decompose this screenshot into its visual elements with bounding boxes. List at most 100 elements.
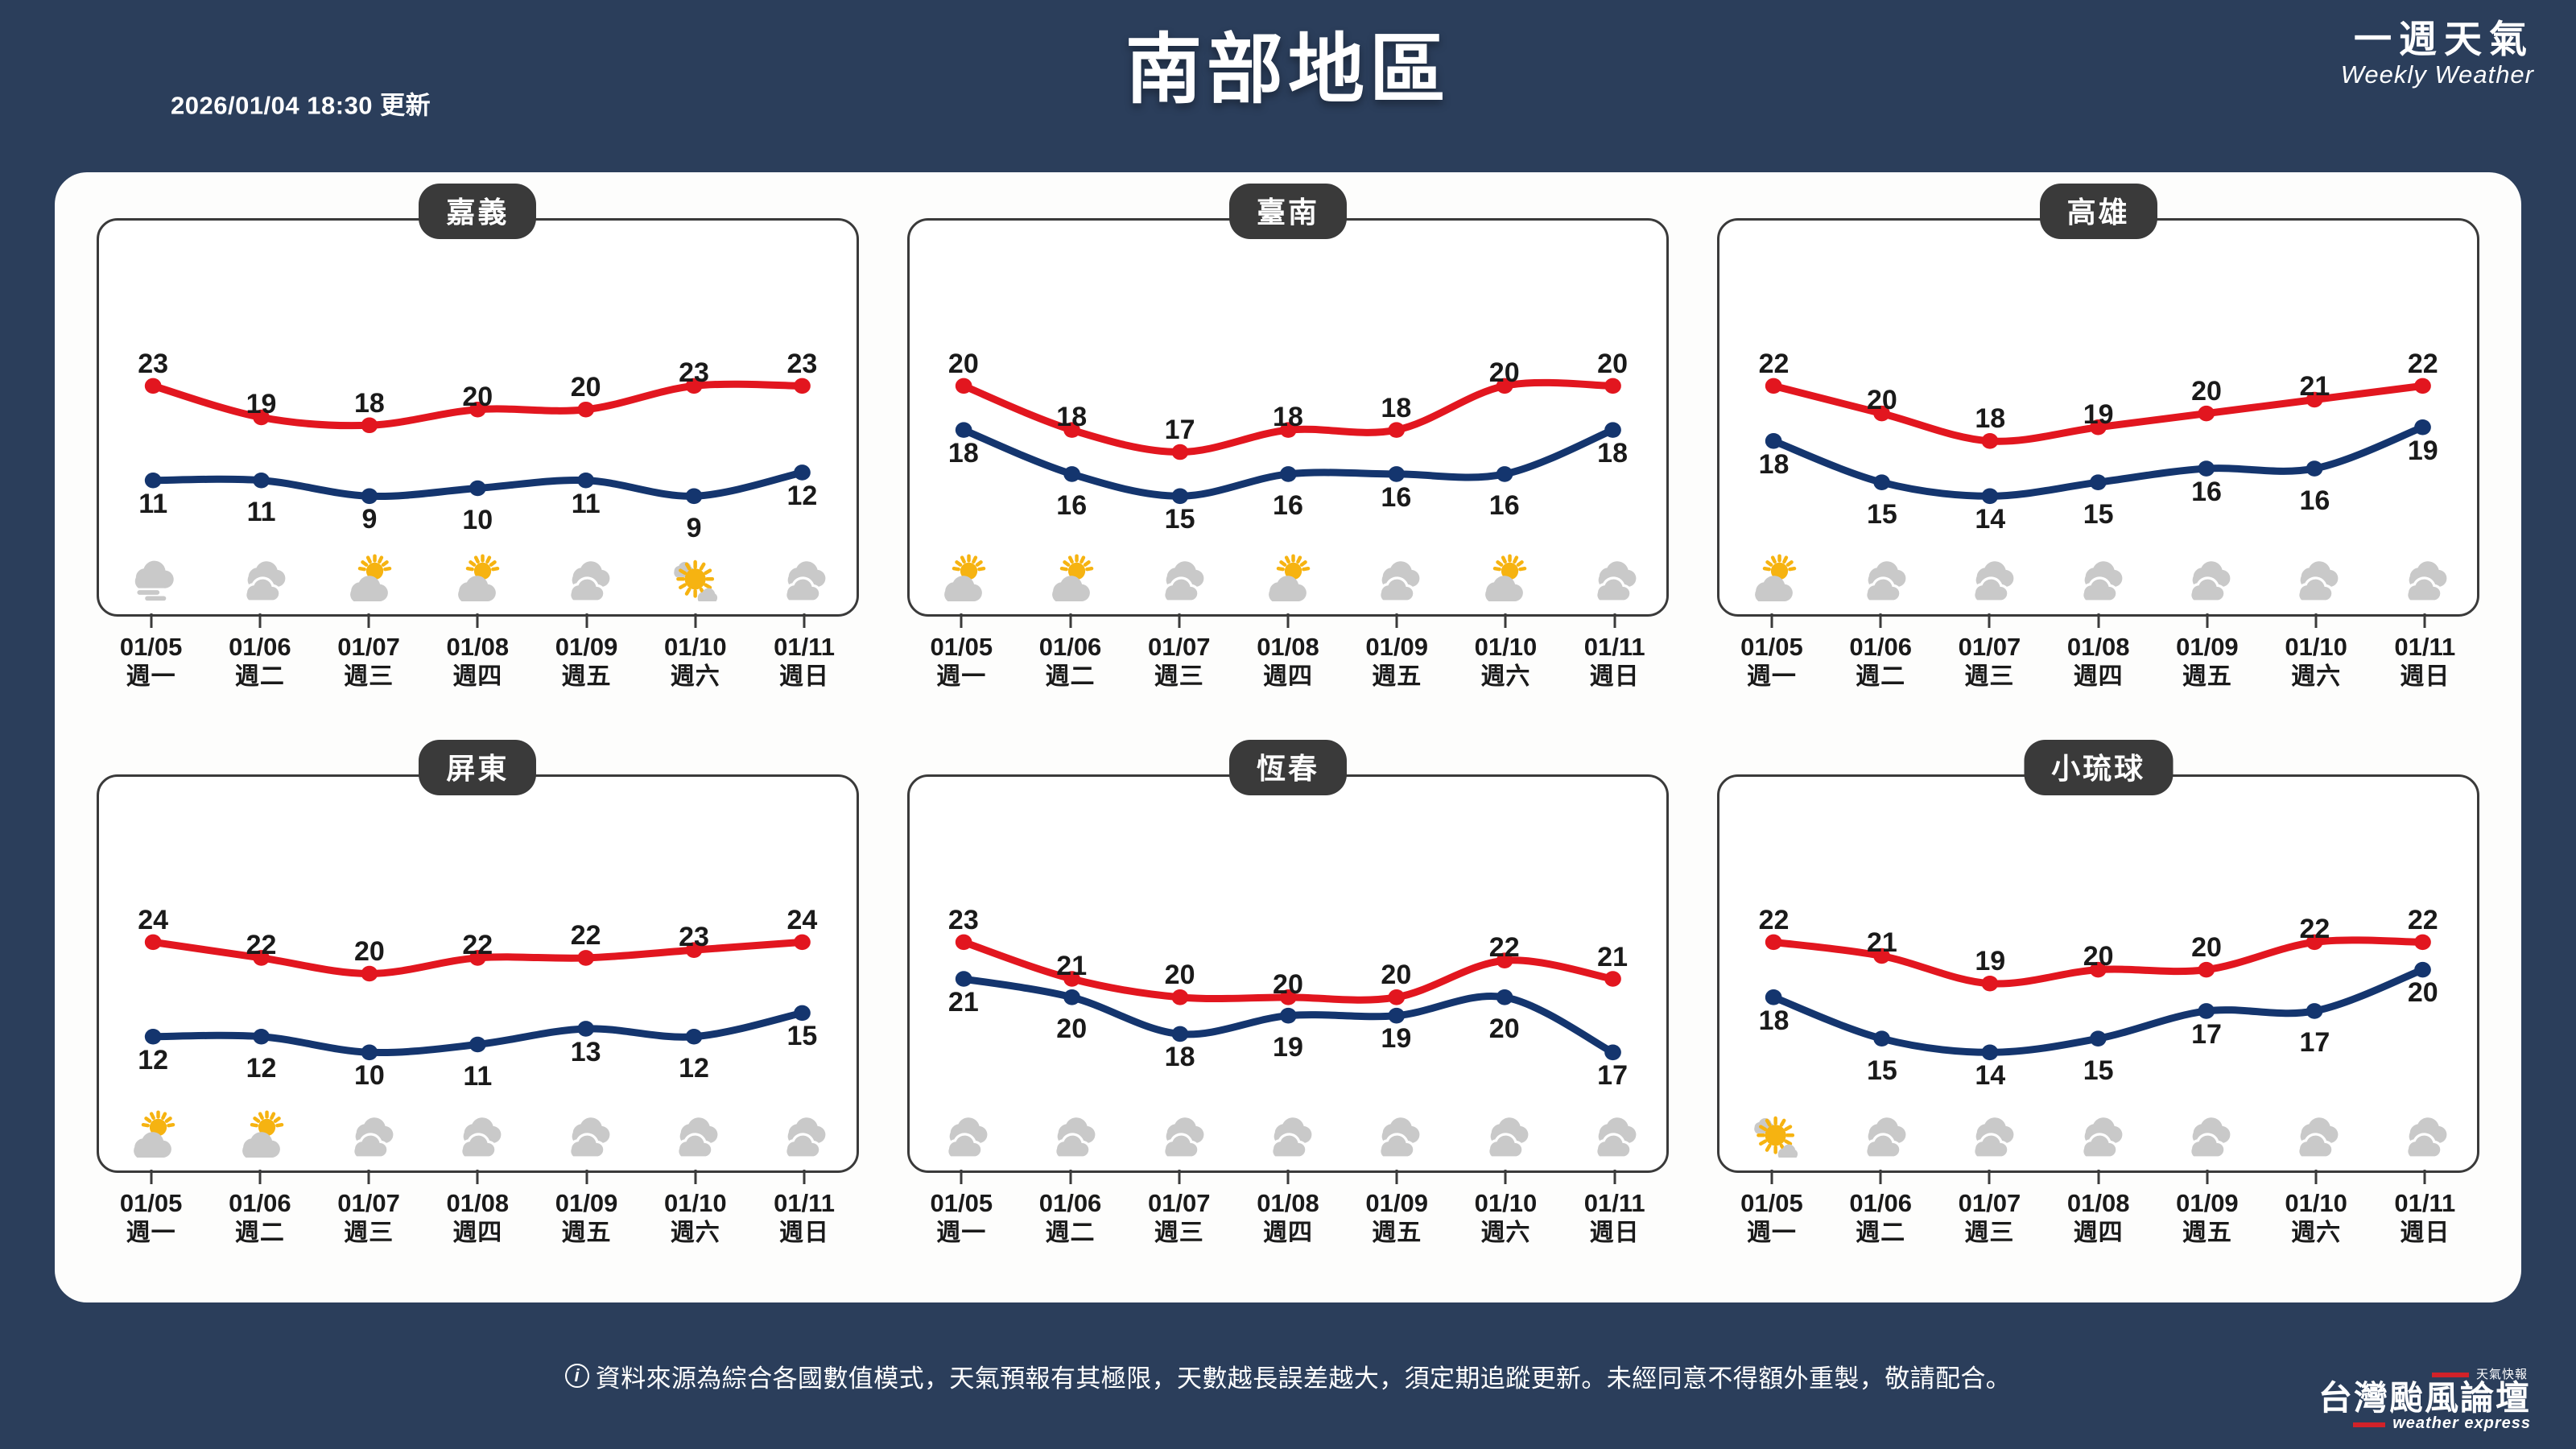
- axis-tick-mark: [258, 1170, 262, 1184]
- axis-tick-mark: [803, 613, 806, 628]
- axis-date-label: 01/11: [2394, 1189, 2456, 1217]
- low-temp-label: 20: [2407, 977, 2438, 1009]
- cloudy-icon: [1474, 1108, 1535, 1158]
- city-chart-5: 恆春 23 21 21 20 20 18 20 19 20 19 22 20 21 17 01/05 週一 01…: [883, 738, 1694, 1294]
- axis-weekday-label: 週三: [1154, 663, 1204, 690]
- low-temp-label: 9: [361, 504, 378, 535]
- high-temp-label: 21: [1597, 941, 1629, 972]
- city-name-badge[interactable]: 屏東: [419, 740, 537, 795]
- axis-tick-mark: [803, 1170, 806, 1184]
- axis-tick-group: 01/10 週六: [1451, 1170, 1560, 1250]
- axis-weekday-label: 週四: [2073, 663, 2124, 690]
- day-column: 22 17: [2260, 777, 2368, 1170]
- axis-weekday-label: 週二: [1856, 1219, 1906, 1246]
- city-name-badge[interactable]: 小琉球: [2024, 740, 2174, 795]
- axis-tick-group: 01/05 週一: [907, 1170, 1016, 1250]
- day-columns: 23 11 19 11 18 9 20 10 20 11 23 9 23 12: [99, 221, 857, 614]
- axis-weekday-label: 週六: [670, 663, 720, 690]
- low-temp-label: 17: [2299, 1027, 2330, 1059]
- axis-tick-group: 01/07 週三: [1935, 613, 2044, 694]
- axis-tick-group: 01/11 週日: [749, 1170, 858, 1250]
- axis-tick-mark: [1879, 613, 1882, 628]
- axis-tick-group: 01/05 週一: [97, 1170, 205, 1250]
- axis-weekday-label: 週二: [234, 663, 285, 690]
- axis-tick-group: 01/08 週四: [2044, 613, 2153, 694]
- axis-tick-group: 01/08 週四: [2044, 1170, 2153, 1250]
- low-temp-label: 12: [786, 480, 818, 511]
- low-temp-label: 10: [354, 1060, 385, 1092]
- day-column: 18 16: [1018, 221, 1125, 614]
- cloudy-icon: [771, 551, 832, 601]
- chart-card: 24 12 22 12 20 10 22 11 22 13 23 12 24 15: [97, 774, 859, 1173]
- low-temp-label: 16: [2299, 485, 2330, 516]
- high-temp-label: 18: [1975, 403, 2006, 435]
- axis-date-label: 01/06: [1849, 1189, 1912, 1217]
- axis-weekday-label: 週五: [2182, 1219, 2232, 1246]
- axis-tick-mark: [1395, 613, 1398, 628]
- high-temp-label: 22: [246, 929, 277, 960]
- high-temp-label: 18: [1273, 401, 1303, 432]
- date-axis: 01/05 週一 01/06 週二 01/07 週三 01/08 週四 01/09 週五 01/10…: [907, 613, 1670, 694]
- high-temp-label: 21: [1056, 950, 1088, 981]
- high-temp-label: 23: [786, 348, 818, 379]
- axis-tick-mark: [1504, 613, 1507, 628]
- high-temp-label: 20: [462, 381, 493, 412]
- info-icon: i: [564, 1364, 589, 1388]
- axis-tick-mark: [258, 613, 262, 628]
- axis-date-label: 01/07: [337, 633, 400, 661]
- cloudy-icon: [1959, 1108, 2021, 1158]
- axis-tick-mark: [1178, 613, 1181, 628]
- low-temp-label: 12: [246, 1053, 277, 1084]
- high-temp-label: 22: [2407, 348, 2438, 379]
- chart-card: 20 18 18 16 17 15 18 16 18 16 20 16 20 18: [906, 218, 1670, 617]
- day-columns: 22 18 20 15 18 14 19 15 20 16 21 16 22 19: [1719, 221, 2477, 614]
- city-name-badge[interactable]: 臺南: [1228, 184, 1347, 239]
- axis-tick-group: 01/10 週六: [2262, 613, 2371, 694]
- high-temp-label: 21: [1866, 927, 1897, 959]
- axis-tick-group: 01/06 週二: [1016, 1170, 1125, 1250]
- axis-tick-group: 01/08 週四: [1233, 1170, 1342, 1250]
- day-column: 17 15: [1125, 221, 1233, 614]
- axis-tick-group: 01/06 週二: [1016, 613, 1125, 694]
- axis-date-label: 01/05: [1740, 633, 1803, 661]
- high-temp-label: 22: [570, 920, 601, 952]
- day-column: 22 12: [207, 777, 315, 1170]
- day-column: 22 18: [1719, 221, 1827, 614]
- city-name-badge[interactable]: 恆春: [1228, 740, 1347, 795]
- city-name-badge[interactable]: 嘉義: [419, 184, 537, 239]
- axis-date-label: 01/06: [1849, 633, 1912, 661]
- low-temp-label: 18: [1758, 1005, 1790, 1036]
- high-temp-label: 20: [1488, 357, 1520, 389]
- cloudy-icon: [1959, 551, 2021, 601]
- high-temp-label: 20: [570, 372, 601, 403]
- day-column: 19 14: [1936, 777, 2044, 1170]
- axis-date-label: 01/05: [119, 1189, 183, 1217]
- cloudy-icon: [2068, 1108, 2129, 1158]
- brand-title-en: Weekly Weather: [2340, 60, 2534, 89]
- day-column: 21 17: [1558, 777, 1666, 1170]
- axis-tick-mark: [1286, 1170, 1290, 1184]
- axis-tick-group: 01/09 週五: [1343, 613, 1451, 694]
- day-column: 20 15: [2044, 777, 2152, 1170]
- axis-tick-group: 01/10 週六: [2262, 1170, 2371, 1250]
- cloudy-icon: [2392, 551, 2454, 601]
- cloudy-icon: [2284, 551, 2345, 601]
- axis-tick-mark: [1286, 613, 1290, 628]
- page-header: 2026/01/04 18:30 更新 南部地區 一週天氣 Weekly Wea…: [0, 0, 2576, 165]
- axis-date-label: 01/09: [1365, 633, 1428, 661]
- date-axis: 01/05 週一 01/06 週二 01/07 週三 01/08 週四 01/09 週五 01/10…: [97, 613, 859, 694]
- day-column: 20 16: [1451, 221, 1558, 614]
- axis-weekday-label: 週四: [1262, 663, 1313, 690]
- city-chart-grid: 嘉義 23 11 19 11 18 9 20 10 20 11 23 9 23 12 01/05 週一…: [55, 172, 2521, 1302]
- brand-title-cn: 一週天氣: [2354, 18, 2534, 60]
- axis-date-label: 01/09: [555, 1189, 618, 1217]
- high-temp-label: 18: [1056, 401, 1088, 432]
- axis-tick-group: 01/05 週一: [97, 613, 205, 694]
- axis-tick-group: 01/05 週一: [1717, 1170, 1826, 1250]
- day-columns: 20 18 18 16 17 15 18 16 18 16 20 16 20 18: [910, 221, 1667, 614]
- low-temp-label: 11: [571, 488, 601, 519]
- city-name-badge[interactable]: 高雄: [2039, 184, 2157, 239]
- temperature-line-plot: [99, 777, 857, 1170]
- partly-sunny-icon: [1744, 551, 1805, 601]
- day-column: 21 20: [1018, 777, 1125, 1170]
